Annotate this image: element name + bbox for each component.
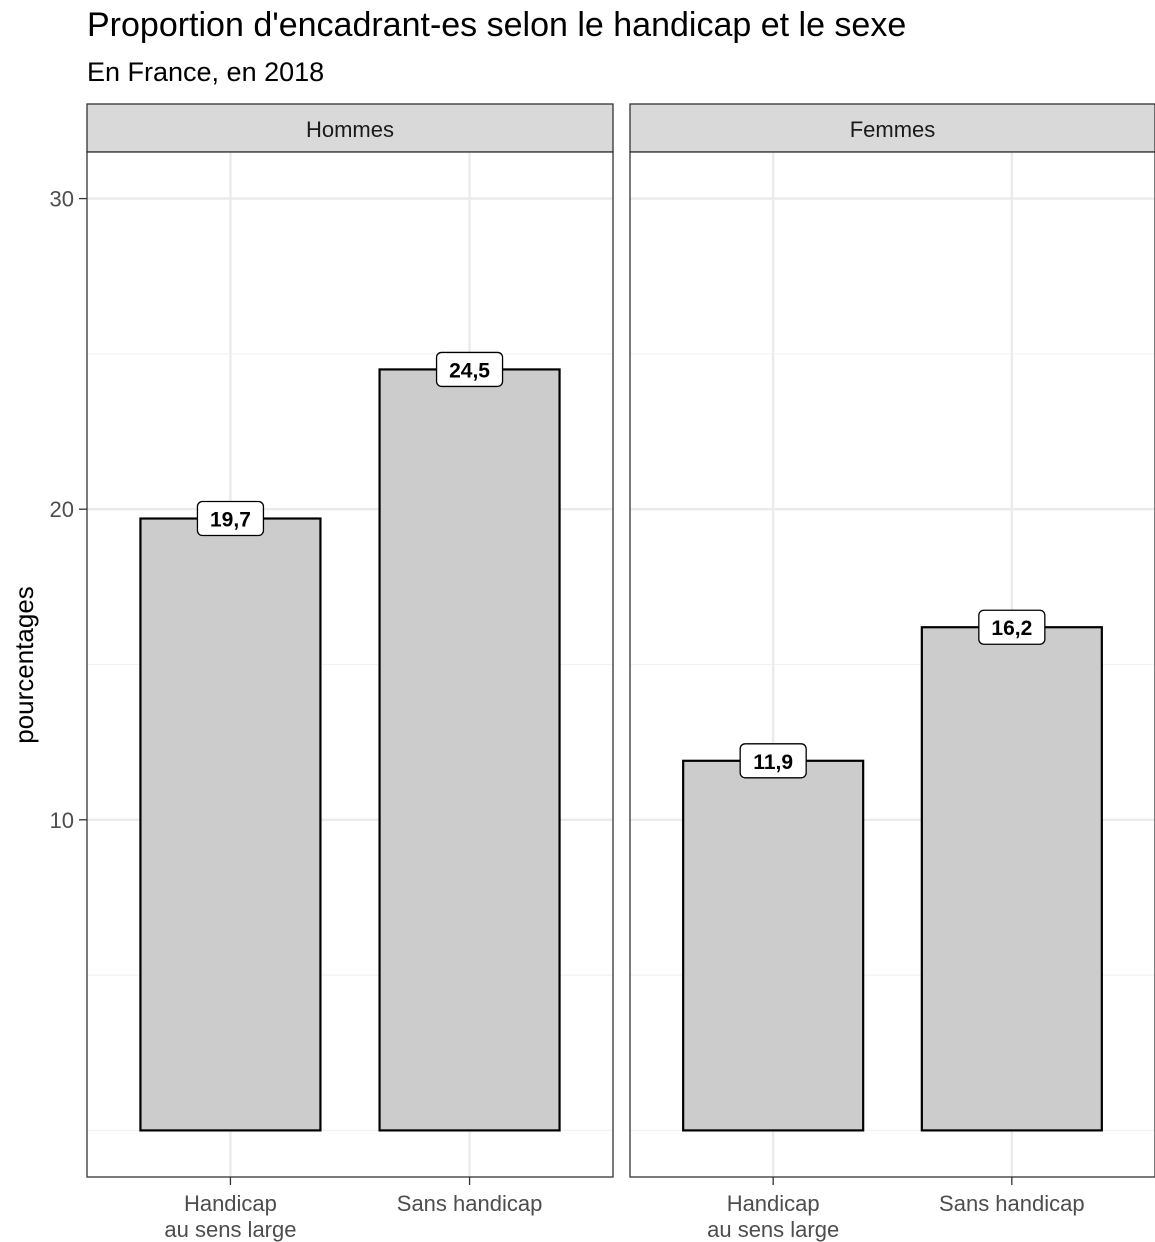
panel-border (629, 151, 1155, 1178)
data-label: 16,2 (991, 617, 1032, 640)
facet-strip-label: Femmes (850, 117, 936, 142)
data-label: 24,5 (449, 359, 490, 382)
x-tick-label: Handicap au sens large (707, 1191, 839, 1242)
x-tick-label: Sans handicap (397, 1191, 543, 1216)
panel-hommes: Hommes 19,7 24,5 (86, 103, 614, 1178)
x-tick-label-line: Handicap (727, 1191, 820, 1216)
x-tick-label-line: Sans handicap (397, 1191, 543, 1216)
panel-femmes: Femmes 11,9 16,2 (629, 103, 1155, 1178)
chart-subtitle: En France, en 2018 (87, 57, 325, 87)
y-axis: 10 20 30 (50, 187, 87, 833)
x-tick-label: Handicap au sens large (164, 1191, 296, 1242)
y-tick-label: 20 (50, 497, 74, 522)
y-tick-label: 10 (50, 808, 74, 833)
x-tick-label-line: au sens large (164, 1217, 296, 1242)
bar (378, 368, 561, 1132)
data-label-box (739, 743, 807, 779)
x-tick-label-line: Sans handicap (939, 1191, 1085, 1216)
panel-border (86, 151, 614, 1178)
facet-strip-label: Hommes (306, 117, 394, 142)
bar (920, 626, 1103, 1132)
data-label-box (435, 351, 504, 388)
bar (139, 517, 322, 1132)
data-label: 11,9 (753, 751, 793, 774)
x-tick-label-line: Handicap (184, 1191, 277, 1216)
y-tick-label: 30 (50, 187, 74, 212)
data-label-box (196, 500, 265, 537)
panels-layer: Hommes 19,7 24,5 Femmes 11,9 16,2 (86, 103, 1155, 1178)
x-tick-label-line: au sens large (707, 1217, 839, 1242)
x-tick-label: Sans handicap (939, 1191, 1085, 1216)
data-label: 19,7 (210, 509, 251, 532)
chart-title: Proportion d'encadrant-es selon le handi… (87, 6, 907, 44)
data-label-box (978, 609, 1046, 645)
bar (682, 759, 865, 1132)
y-axis-label: pourcentages (9, 586, 39, 744)
